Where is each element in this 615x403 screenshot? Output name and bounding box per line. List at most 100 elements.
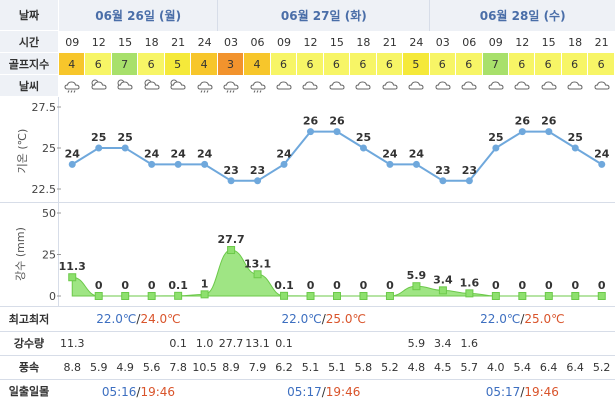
hour-cell: 12	[91, 35, 106, 49]
temp-value-label: 25	[91, 131, 106, 144]
date-cell: 06월 27일 (화)	[218, 0, 431, 31]
rain-amount-cell: 0.1	[169, 337, 187, 350]
cloud-icon	[324, 75, 350, 97]
rain-value-label: 3.4	[433, 273, 453, 286]
weather-icons-row	[59, 75, 615, 97]
rain-value-label: 0	[148, 279, 156, 292]
wind-speed-cell: 4.0	[486, 361, 505, 374]
cloud-icon	[403, 75, 429, 97]
minmax-cell: 22.0℃/24.0℃	[96, 312, 181, 326]
rain-amount-cell: 3.4	[434, 337, 452, 350]
golf-index-cell: 7	[482, 53, 509, 75]
hour-cell: 21	[382, 35, 397, 49]
weather-label: 날씨	[0, 75, 58, 97]
cloud-rain-icon	[218, 75, 244, 97]
minmax-label: 최고최저	[0, 307, 58, 331]
rain-value-label: 0.1	[168, 279, 188, 292]
temp-point	[545, 128, 553, 136]
temp-value-label: 24	[197, 147, 213, 160]
divider	[0, 202, 615, 203]
cloud-rain-icon	[59, 75, 85, 97]
wind-label: 풍속	[0, 356, 58, 379]
rain-value-label: 0.1	[274, 279, 294, 292]
hour-cell: 03	[224, 35, 239, 49]
rain-value-label: 0	[121, 279, 129, 292]
rain-value-label: 1.6	[460, 276, 480, 289]
cloud-icon	[271, 75, 297, 97]
cloud-icon	[562, 75, 588, 97]
rain-amount-cell: 0.1	[275, 337, 293, 350]
golf-index-cell: 5	[164, 53, 192, 75]
sunset-time: 19:46	[140, 384, 176, 399]
minmax-cell: 22.0℃/25.0℃	[480, 312, 565, 326]
hour-cell: 18	[356, 35, 371, 49]
rain-value-label: 0	[307, 279, 315, 292]
hour-cell: 06	[250, 35, 265, 49]
date-cell: 06월 26일 (월)	[59, 0, 219, 31]
temp-point	[571, 144, 579, 152]
rain-amount-cell: 11.3	[59, 337, 85, 350]
temp-point	[95, 144, 103, 152]
hour-cell: 21	[594, 35, 609, 49]
rain-point	[147, 292, 156, 300]
temp-tick: 27.5	[32, 101, 57, 114]
rain-value-label: 0	[545, 279, 553, 292]
temp-point	[359, 144, 367, 152]
temp-point	[280, 160, 288, 168]
golf-index-cell: 6	[561, 53, 589, 75]
rain-point	[333, 292, 341, 300]
hour-cell: 09	[488, 35, 503, 49]
golf-index-cell: 6	[456, 53, 483, 75]
cloud-rain-icon	[244, 75, 270, 97]
rain-amount-cell	[85, 332, 111, 355]
temp-point	[518, 128, 526, 136]
wind-speed-cell: 7.9	[248, 361, 267, 374]
temp-value-label: 23	[223, 164, 238, 177]
rain-amount-cell: 1.0	[195, 337, 214, 350]
rain-point	[465, 289, 474, 298]
golf-index-cell: 6	[535, 53, 562, 75]
sunrise-sunset-row: 05:16/19:46 05:17/19:46 05:17/19:46	[59, 380, 615, 403]
date-row: 06월 26일 (월) 06월 27일 (화) 06월 28일 (수)	[59, 0, 615, 31]
rain-amount-cell: 1.6	[460, 337, 479, 350]
rain-axis-panel: 강수 (mm)	[0, 202, 59, 306]
wind-speed-row: 8.8 5.9 4.9 5.6 7.8 10.5 8.9 7.9 6.2 5.1 5.1 5.8 5.2…	[59, 356, 615, 379]
rain-point	[491, 292, 500, 300]
golf-index-cell: 6	[376, 53, 404, 75]
hour-cell: 12	[303, 35, 318, 49]
wind-speed-cell: 5.2	[381, 361, 399, 374]
golf-index-cell: 3	[217, 53, 245, 75]
rain-value-label: 11.3	[59, 260, 86, 273]
rain-point	[227, 246, 236, 255]
hour-cell: 12	[515, 35, 530, 49]
temp-value-label: 24	[170, 147, 186, 160]
time-label: 시간	[0, 31, 58, 53]
golf-index-cell: 6	[323, 53, 351, 75]
date-label: 날짜	[0, 0, 58, 31]
rain-point	[280, 291, 289, 300]
temp-point	[439, 177, 447, 185]
cloud-icon	[430, 75, 456, 97]
temp-value-label: 24	[409, 147, 425, 160]
golf-index-cell: 7	[111, 53, 139, 75]
wind-speed-cell: 6.4	[566, 361, 584, 374]
hour-cell: 03	[435, 35, 450, 49]
wind-speed-cell: 8.8	[63, 361, 81, 374]
max-temp: 24.0℃	[140, 312, 181, 326]
wind-speed-cell: 5.1	[301, 361, 320, 374]
rain-point	[597, 292, 606, 300]
rain-value-label: 0	[386, 279, 394, 292]
temp-value-label: 25	[356, 131, 371, 144]
cloud-sun-icon	[165, 75, 191, 97]
rain-point	[94, 292, 103, 300]
golf-index-label: 골프지수	[0, 53, 58, 75]
rain-tick: 50	[42, 207, 56, 220]
sunrise-time: 05:16	[101, 384, 137, 399]
sunset-time: 19:46	[325, 384, 361, 399]
sun-cell: 05:16/19:46	[101, 384, 176, 399]
rain-value-label: 0	[95, 279, 103, 292]
temp-value-label: 24	[594, 147, 610, 160]
rain-amount-cell: 5.9	[407, 337, 426, 350]
temp-point	[598, 160, 606, 168]
